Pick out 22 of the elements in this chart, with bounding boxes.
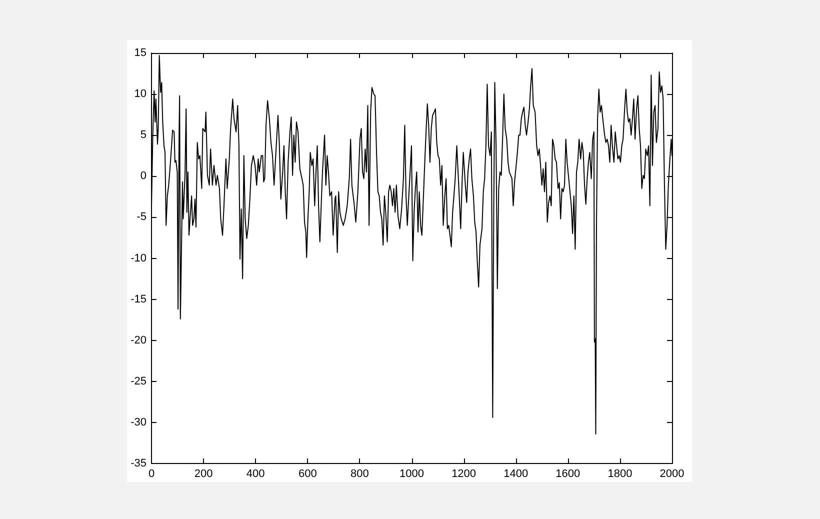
x-tick-label: 2000 <box>660 468 684 480</box>
y-tick-label: -25 <box>130 375 146 388</box>
x-tick-label: 200 <box>194 468 213 480</box>
x-tick-label: 600 <box>298 468 317 480</box>
y-tick-label: -10 <box>130 252 146 264</box>
y-tick-label: -15 <box>130 293 146 306</box>
y-tick-label: 10 <box>134 88 146 100</box>
y-tick-label: -30 <box>130 416 146 428</box>
y-tick-label: 15 <box>134 47 146 59</box>
x-tick-label: 1400 <box>504 468 528 480</box>
y-tick-label: -35 <box>130 458 146 470</box>
x-tick-label: 1200 <box>452 468 476 480</box>
x-tick-label: 400 <box>246 468 265 480</box>
x-tick-label: 800 <box>350 468 369 480</box>
y-tick-label: 5 <box>140 129 146 142</box>
y-tick-label: -20 <box>130 334 146 346</box>
x-tick-label: 1800 <box>608 468 632 480</box>
y-tick-label: -5 <box>136 211 146 224</box>
x-tick-label: 1000 <box>400 468 424 480</box>
y-tick-label: 0 <box>140 170 146 182</box>
x-tick-label: 0 <box>148 468 155 480</box>
x-tick-label: 1600 <box>556 468 580 480</box>
